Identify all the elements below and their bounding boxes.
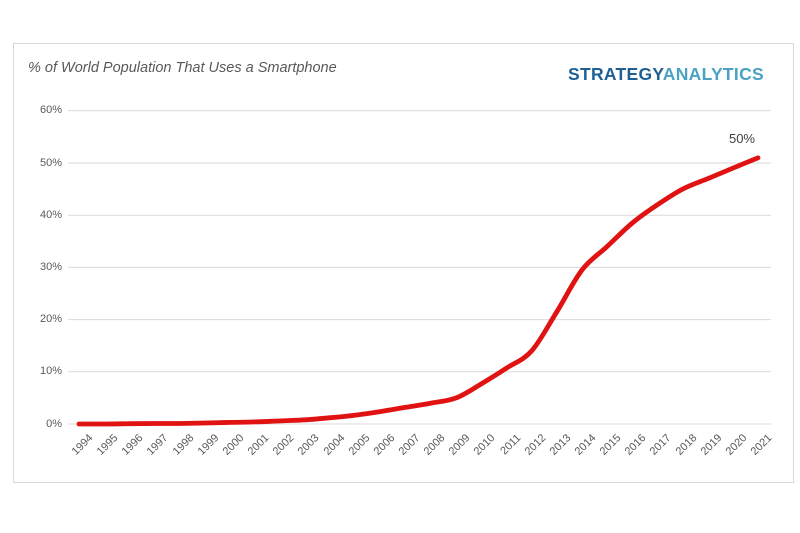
y-axis-label: 20% — [39, 313, 62, 326]
logo-strategy: STRATEGY — [567, 64, 663, 84]
y-axis-label: 40% — [39, 208, 62, 221]
y-axis-label: 60% — [39, 104, 62, 117]
plot-area: 0% 10% 20% 30% 40% 50% 60% 1994 1995 1996 1997 199… — [14, 44, 793, 482]
strategy-analytics-logo: STRATEGYANALYTICS — [568, 64, 764, 85]
y-axis-label: 50% — [39, 156, 62, 169]
y-axis-label: 0% — [46, 417, 62, 430]
smartphone-adoption-line — [76, 155, 761, 427]
y-axis-label: 30% — [39, 260, 62, 273]
chart-card: % of World Population That Uses a Smartp… — [13, 43, 794, 483]
chart-title: % of World Population That Uses a Smartp… — [28, 60, 337, 76]
line-chart — [68, 110, 771, 427]
logo-analytics: ANALYTICS — [662, 64, 764, 84]
y-axis-label: 10% — [39, 365, 62, 378]
end-value-label: 50% — [728, 130, 755, 146]
